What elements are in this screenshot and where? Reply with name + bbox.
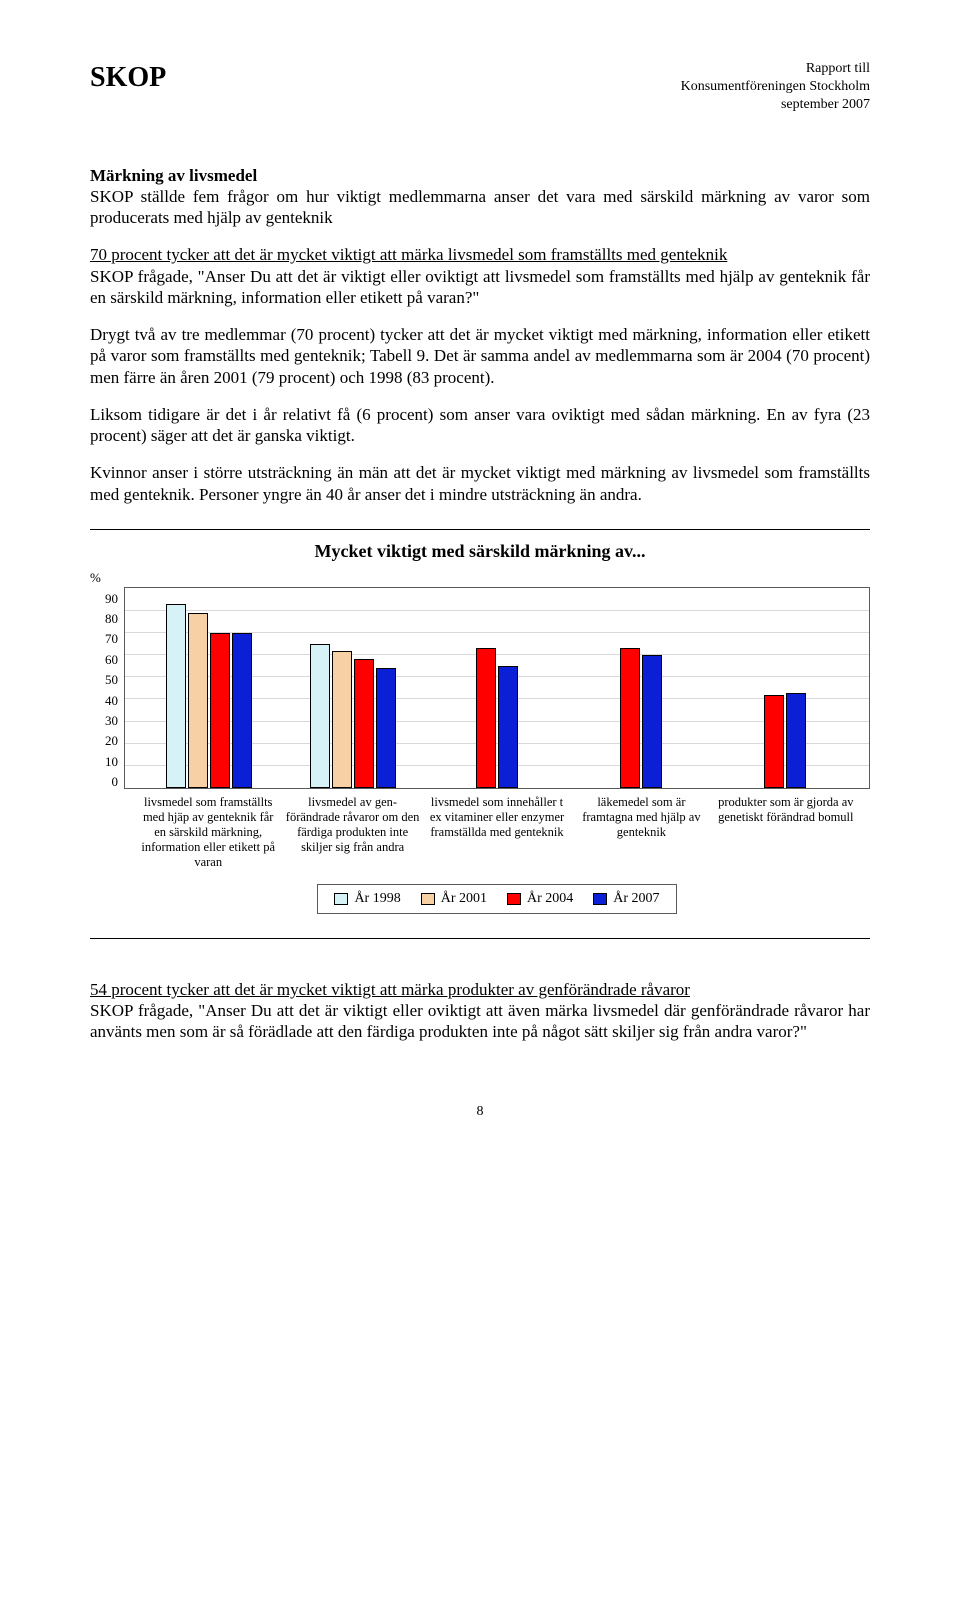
chart-title: Mycket viktigt med särskild märkning av.… (90, 540, 870, 563)
para-1: SKOP ställde fem frågor om hur viktigt m… (90, 187, 870, 227)
y-tick: 80 (90, 611, 118, 627)
bar (354, 659, 374, 788)
bar-group (137, 588, 281, 788)
bars-layer (137, 588, 857, 788)
bar (376, 668, 396, 788)
rule-top (90, 529, 870, 530)
legend-label: År 2004 (527, 890, 573, 908)
legend-swatch (507, 893, 521, 905)
para-2: SKOP frågade, "Anser Du att det är vikti… (90, 267, 870, 307)
plot-outer: livsmedel som framställts med hjäp av ge… (124, 570, 870, 914)
bar (166, 604, 186, 788)
x-label: livsmedel som framställts med hjäp av ge… (136, 795, 280, 870)
y-tick: 50 (90, 672, 118, 688)
subheading-2: 54 procent tycker att det är mycket vikt… (90, 980, 690, 999)
header-line-3: september 2007 (681, 96, 870, 114)
para-3: Drygt två av tre medlemmar (70 procent) … (90, 324, 870, 388)
y-tick: 70 (90, 631, 118, 647)
y-tick: 20 (90, 733, 118, 749)
legend-label: År 1998 (354, 890, 400, 908)
bar (332, 651, 352, 789)
x-label: livsmedel av gen-förändrade råvaror om d… (280, 795, 424, 870)
legend-item: År 1998 (334, 890, 400, 908)
page-header: SKOP Rapport till Konsumentföreningen St… (90, 60, 870, 115)
bar-group (425, 588, 569, 788)
y-axis-ticks: 90 80 70 60 50 40 30 20 10 0 (90, 591, 124, 791)
y-tick: 10 (90, 754, 118, 770)
bar-group (569, 588, 713, 788)
bar (786, 693, 806, 789)
legend-item: År 2007 (593, 890, 659, 908)
para-4: Liksom tidigare är det i år relativt få … (90, 404, 870, 447)
page-number: 8 (90, 1103, 870, 1121)
x-label: livsmedel som innehåller t ex vitaminer … (425, 795, 569, 870)
bar (764, 695, 784, 788)
y-axis-label: % (90, 570, 124, 590)
bar (188, 613, 208, 789)
section-heading-block: Märkning av livsmedel SKOP ställde fem f… (90, 165, 870, 229)
para-6: SKOP frågade, "Anser Du att det är vikti… (90, 1001, 870, 1041)
y-tick: 30 (90, 713, 118, 729)
header-line-2: Konsumentföreningen Stockholm (681, 78, 870, 96)
subsection-2-block: 54 procent tycker att det är mycket vikt… (90, 979, 870, 1043)
y-tick: 40 (90, 693, 118, 709)
bar-group (713, 588, 857, 788)
legend-swatch (593, 893, 607, 905)
header-line-1: Rapport till (681, 60, 870, 78)
section-heading: Märkning av livsmedel (90, 166, 257, 185)
bar (620, 648, 640, 788)
bar (498, 666, 518, 788)
y-tick: 60 (90, 652, 118, 668)
x-axis-labels: livsmedel som framställts med hjäp av ge… (124, 789, 870, 870)
x-label: produkter som är gjorda av genetiskt för… (714, 795, 858, 870)
legend-swatch (421, 893, 435, 905)
y-axis-block: % 90 80 70 60 50 40 30 20 10 0 (90, 570, 124, 790)
legend-label: År 2001 (441, 890, 487, 908)
bar-group (281, 588, 425, 788)
y-tick: 0 (90, 774, 118, 790)
bar (642, 655, 662, 788)
x-label: läkemedel som är framtagna med hjälp av … (569, 795, 713, 870)
header-right: Rapport till Konsumentföreningen Stockho… (681, 60, 870, 115)
subheading-1: 70 procent tycker att det är mycket vikt… (90, 245, 727, 264)
chart-body: % 90 80 70 60 50 40 30 20 10 0 livsmedel som fram… (90, 570, 870, 914)
legend-label: År 2007 (613, 890, 659, 908)
legend-item: År 2001 (421, 890, 487, 908)
chart-legend: År 1998 År 2001 År 2004 År 2007 (317, 884, 676, 914)
logo: SKOP (90, 60, 166, 95)
y-tick: 90 (90, 591, 118, 607)
para-5: Kvinnor anser i större utsträckning än m… (90, 462, 870, 505)
page-container: SKOP Rapport till Konsumentföreningen St… (0, 0, 960, 1160)
legend-swatch (334, 893, 348, 905)
bar (210, 633, 230, 789)
legend-item: År 2004 (507, 890, 573, 908)
bar (310, 644, 330, 788)
bar (232, 633, 252, 789)
bar (476, 648, 496, 788)
chart: Mycket viktigt med särskild märkning av.… (90, 540, 870, 914)
plot-area (124, 587, 870, 789)
subsection-1-block: 70 procent tycker att det är mycket vikt… (90, 244, 870, 308)
rule-bottom (90, 938, 870, 939)
